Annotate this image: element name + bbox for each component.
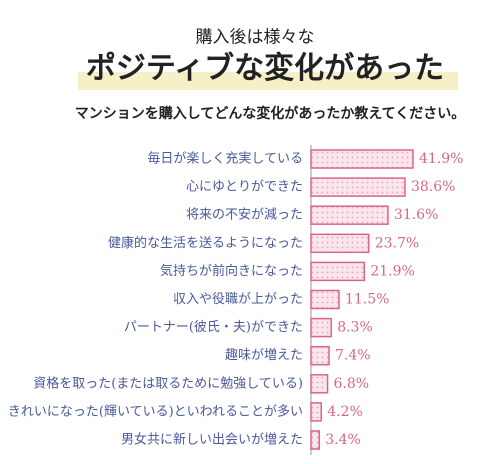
chart-subtitle: ポジティブな変化があった bbox=[86, 51, 444, 86]
category-label: 将来の不安が減った bbox=[186, 207, 303, 223]
bar bbox=[310, 317, 332, 338]
value-label: 11.5% bbox=[345, 292, 389, 308]
value-label: 41.9% bbox=[419, 151, 463, 167]
value-label: 38.6% bbox=[411, 179, 455, 195]
bar bbox=[310, 430, 321, 450]
value-label: 8.3% bbox=[337, 320, 373, 336]
category-label: 心にゆとりができた bbox=[186, 180, 303, 195]
bar bbox=[310, 149, 414, 169]
question: マンションを購入してどんな変化があったか教えてください。 bbox=[75, 105, 465, 122]
value-label: 21.9% bbox=[370, 263, 414, 279]
category-label: 気持ちが前向きになった bbox=[160, 263, 303, 279]
value-label: 3.4% bbox=[325, 432, 361, 448]
bar bbox=[310, 261, 366, 282]
category-label: きれいになった(輝いている)といわれることが多い bbox=[8, 403, 303, 419]
value-label: 23.7% bbox=[375, 235, 419, 251]
bar bbox=[310, 402, 322, 422]
chart-title: 購入後は様々な bbox=[196, 28, 315, 48]
category-label: パートナー(彼氏・夫)ができた bbox=[124, 320, 303, 335]
bar bbox=[310, 233, 370, 254]
bar bbox=[310, 177, 406, 197]
category-label: 毎日が楽しく充実している bbox=[147, 151, 303, 167]
category-label: 健康的な生活を送るようになった bbox=[108, 235, 303, 251]
value-label: 6.8% bbox=[334, 376, 370, 392]
bar bbox=[310, 345, 330, 366]
title-highlight bbox=[78, 72, 458, 90]
category-label: 男女共に新しい出会いが増えた bbox=[121, 432, 303, 448]
value-label: 31.6% bbox=[394, 207, 438, 223]
category-label: 収入や役職が上がった bbox=[173, 292, 303, 307]
category-label: 趣味が増えた bbox=[225, 348, 303, 363]
category-label: 資格を取った(または取るために勉強している) bbox=[33, 375, 303, 391]
bar bbox=[310, 205, 389, 225]
bar bbox=[310, 374, 329, 394]
value-label: 4.2% bbox=[327, 404, 363, 420]
value-label: 7.4% bbox=[335, 348, 371, 364]
bar bbox=[310, 289, 340, 310]
